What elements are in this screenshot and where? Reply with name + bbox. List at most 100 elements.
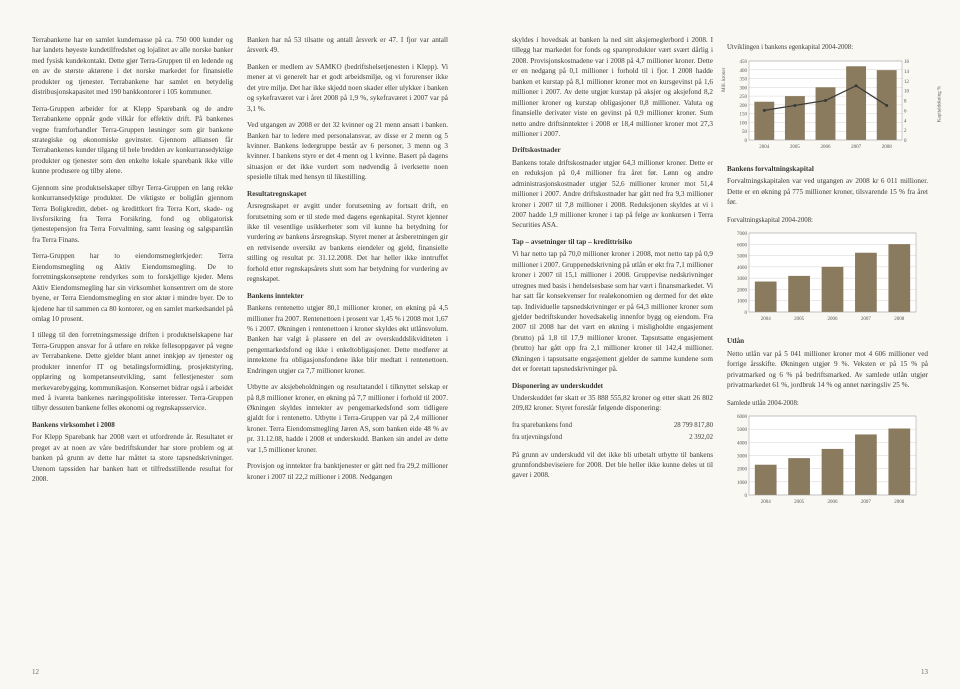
utlan-chart: 0100020003000400050006000200420052006200… xyxy=(727,412,928,507)
table-cell: 2 392,02 xyxy=(634,432,713,444)
svg-text:0: 0 xyxy=(745,139,748,144)
svg-text:400: 400 xyxy=(740,69,748,74)
disposition-table: fra sparebankens fond 28 799 817,80 fra … xyxy=(512,420,713,444)
svg-text:14: 14 xyxy=(904,70,910,75)
para: Netto utlån var på 5 041 millioner krone… xyxy=(727,349,928,391)
right-page: skyldes i hovedsak at banken la ned sitt… xyxy=(480,0,960,689)
svg-text:2000: 2000 xyxy=(737,289,748,294)
svg-text:4: 4 xyxy=(904,119,907,124)
svg-text:2006: 2006 xyxy=(821,145,832,150)
table-row: fra utjevningsfond 2 392,02 xyxy=(512,432,713,444)
svg-text:200: 200 xyxy=(740,104,748,109)
svg-text:6000: 6000 xyxy=(737,244,748,249)
para: Vi har netto tap på 70,0 millioner krone… xyxy=(512,249,713,374)
para: På grunn av underskudd vil det ikke bli … xyxy=(512,450,713,481)
svg-text:1000: 1000 xyxy=(737,300,748,305)
svg-text:3000: 3000 xyxy=(737,455,748,460)
left-page: Terrabankene har en samlet kundemasse på… xyxy=(0,0,480,689)
svg-text:2008: 2008 xyxy=(894,500,905,505)
svg-text:2007: 2007 xyxy=(851,145,862,150)
table-cell: fra utjevningsfond xyxy=(512,432,634,444)
page-number: 12 xyxy=(32,667,39,677)
heading: Resultatregnskapet xyxy=(247,189,448,199)
svg-text:7000: 7000 xyxy=(737,232,748,237)
para: For Klepp Sparebank har 2008 vært et utf… xyxy=(32,432,233,484)
svg-text:4000: 4000 xyxy=(737,266,748,271)
table-cell: fra sparebankens fond xyxy=(512,420,634,432)
para: Ved utgangen av 2008 er det 32 kvinner o… xyxy=(247,120,448,183)
svg-text:2008: 2008 xyxy=(894,317,905,322)
svg-text:2006: 2006 xyxy=(828,317,839,322)
svg-text:2005: 2005 xyxy=(790,145,801,150)
svg-text:8: 8 xyxy=(904,99,907,104)
para: Terra-Gruppen har to eiendomsmeglerkjede… xyxy=(32,251,233,324)
svg-text:10: 10 xyxy=(904,89,910,94)
para: I tillegg til den forretningsmessige dri… xyxy=(32,330,233,414)
svg-text:5000: 5000 xyxy=(737,429,748,434)
svg-text:0: 0 xyxy=(745,311,748,316)
para: Gjennom sine produktselskaper tilbyr Ter… xyxy=(32,183,233,246)
para: Bankens rentenetto utgjør 80,1 millioner… xyxy=(247,303,448,376)
svg-text:2004: 2004 xyxy=(759,145,770,150)
egenkapital-chart: Mill. kronerKapitaldekning %050100150200… xyxy=(727,57,928,152)
utlan-chart-block: Samlede utlån 2004-2008: 010002000300040… xyxy=(727,399,928,508)
heading: Bankens virksomhet i 2008 xyxy=(32,420,233,430)
svg-text:2: 2 xyxy=(904,129,907,134)
para: Provisjon og inntekter fra banktjenester… xyxy=(247,461,448,482)
svg-text:2005: 2005 xyxy=(794,317,805,322)
svg-text:2006: 2006 xyxy=(828,500,839,505)
svg-text:5000: 5000 xyxy=(737,255,748,260)
para: Terrabankene har en samlet kundemasse på… xyxy=(32,35,233,98)
heading: Tap – avsetninger til tap – kredittrisik… xyxy=(512,237,713,247)
heading: Bankens forvaltningskapital xyxy=(727,164,928,174)
svg-text:250: 250 xyxy=(740,95,748,100)
para: Utbytte av aksjebeholdningen og resultat… xyxy=(247,382,448,455)
svg-text:16: 16 xyxy=(904,60,910,65)
para: Banken har nå 53 tilsatte og antall årsv… xyxy=(247,35,448,56)
svg-text:2004: 2004 xyxy=(761,317,772,322)
svg-text:2007: 2007 xyxy=(861,500,872,505)
svg-text:4000: 4000 xyxy=(737,442,748,447)
svg-text:6000: 6000 xyxy=(737,415,748,420)
para: Årsregnskapet er avgitt under forutsetni… xyxy=(247,201,448,285)
left-col2: Banken har nå 53 tilsatte og antall årsv… xyxy=(247,35,448,491)
right-col2: Utviklingen i bankens egenkapital 2004-2… xyxy=(727,35,928,519)
svg-text:2008: 2008 xyxy=(882,145,893,150)
forvaltning-chart-block: Forvaltningskapital 2004-2008: 0 1000 2000… xyxy=(727,216,928,325)
para: Banken er medlem av SAMKO (bedriftshelse… xyxy=(247,62,448,114)
para: Terra-Gruppen arbeider for at Klepp Spar… xyxy=(32,104,233,177)
svg-text:0: 0 xyxy=(904,139,907,144)
chart-title: Samlede utlån 2004-2008: xyxy=(727,399,928,409)
svg-text:2004: 2004 xyxy=(761,500,772,505)
para: skyldes i hovedsak at banken la ned sitt… xyxy=(512,35,713,139)
page-number: 13 xyxy=(921,667,928,677)
para: Underskuddet før skatt er 35 888 555,82 … xyxy=(512,393,713,414)
svg-text:2000: 2000 xyxy=(737,468,748,473)
svg-text:12: 12 xyxy=(904,80,910,85)
svg-text:150: 150 xyxy=(740,113,748,118)
heading: Utlån xyxy=(727,336,928,346)
chart-title: Utviklingen i bankens egenkapital 2004-2… xyxy=(727,43,928,53)
svg-text:100: 100 xyxy=(740,121,748,126)
svg-text:3000: 3000 xyxy=(737,278,748,283)
svg-text:2007: 2007 xyxy=(861,317,872,322)
svg-text:300: 300 xyxy=(740,86,748,91)
left-columns: Terrabankene har en samlet kundemasse på… xyxy=(32,35,448,491)
svg-text:50: 50 xyxy=(742,130,748,135)
svg-text:0: 0 xyxy=(745,494,748,499)
svg-text:350: 350 xyxy=(740,77,748,82)
right-col1: skyldes i hovedsak at banken la ned sitt… xyxy=(512,35,713,519)
right-columns: skyldes i hovedsak at banken la ned sitt… xyxy=(512,35,928,519)
heading: Driftskostnader xyxy=(512,145,713,155)
table-cell: 28 799 817,80 xyxy=(634,420,713,432)
forvaltning-chart: 0 1000 2000 3000 4000 5000 6000 7000 2004 2005 200… xyxy=(727,229,928,324)
heading: Disponering av underskuddet xyxy=(512,381,713,391)
egenkapital-chart-block: Utviklingen i bankens egenkapital 2004-2… xyxy=(727,43,928,152)
table-row: fra sparebankens fond 28 799 817,80 xyxy=(512,420,713,432)
heading: Bankens inntekter xyxy=(247,291,448,301)
svg-text:6: 6 xyxy=(904,109,907,114)
left-col1: Terrabankene har en samlet kundemasse på… xyxy=(32,35,233,491)
para: Forvaltningskapitalen var ved utgangen a… xyxy=(727,176,928,207)
svg-text:450: 450 xyxy=(740,60,748,65)
chart-title: Forvaltningskapital 2004-2008: xyxy=(727,216,928,226)
